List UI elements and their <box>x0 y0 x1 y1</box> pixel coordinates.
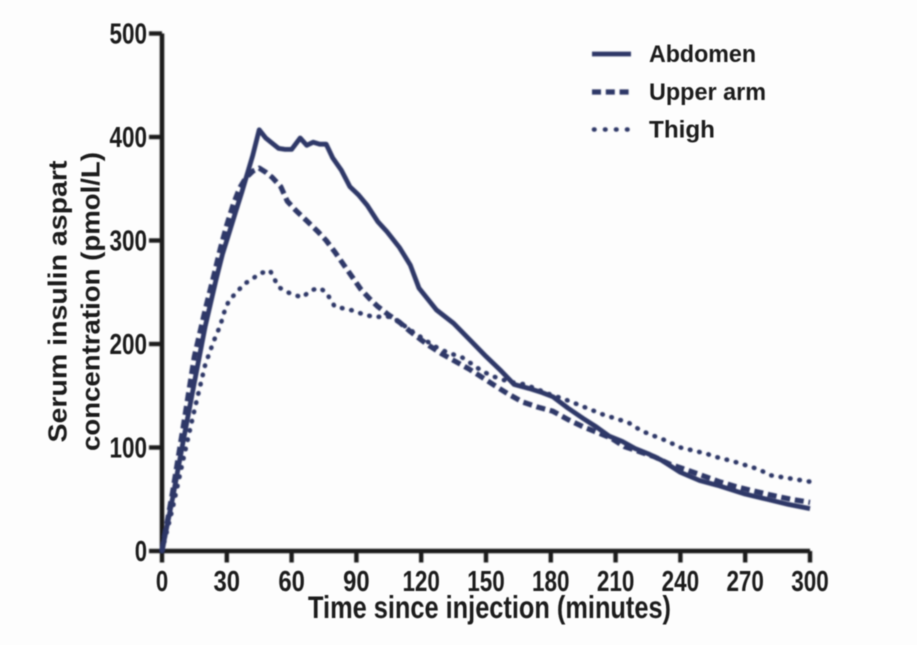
svg-text:180: 180 <box>532 566 570 598</box>
svg-text:300: 300 <box>110 226 148 258</box>
svg-text:60: 60 <box>278 566 305 598</box>
svg-text:210: 210 <box>597 566 635 598</box>
svg-text:Serum insulin aspart: Serum insulin aspart <box>43 160 73 442</box>
svg-text:120: 120 <box>402 566 440 598</box>
svg-text:0: 0 <box>135 536 147 568</box>
svg-text:90: 90 <box>343 566 370 598</box>
svg-text:270: 270 <box>726 566 764 598</box>
svg-text:150: 150 <box>467 566 505 598</box>
svg-text:Upper arm: Upper arm <box>649 79 766 106</box>
svg-text:200: 200 <box>110 329 148 361</box>
svg-text:500: 500 <box>110 19 148 51</box>
svg-text:100: 100 <box>110 433 148 465</box>
svg-text:240: 240 <box>662 566 700 598</box>
svg-text:0: 0 <box>156 566 168 598</box>
svg-text:Time since injection (minutes): Time since injection (minutes) <box>308 589 671 625</box>
svg-text:Thigh: Thigh <box>649 116 715 143</box>
svg-text:300: 300 <box>791 566 829 598</box>
svg-text:30: 30 <box>214 566 241 598</box>
svg-text:concentration (pmol/L): concentration (pmol/L) <box>76 152 106 451</box>
svg-text:Abdomen: Abdomen <box>649 41 756 68</box>
svg-text:400: 400 <box>110 122 148 154</box>
